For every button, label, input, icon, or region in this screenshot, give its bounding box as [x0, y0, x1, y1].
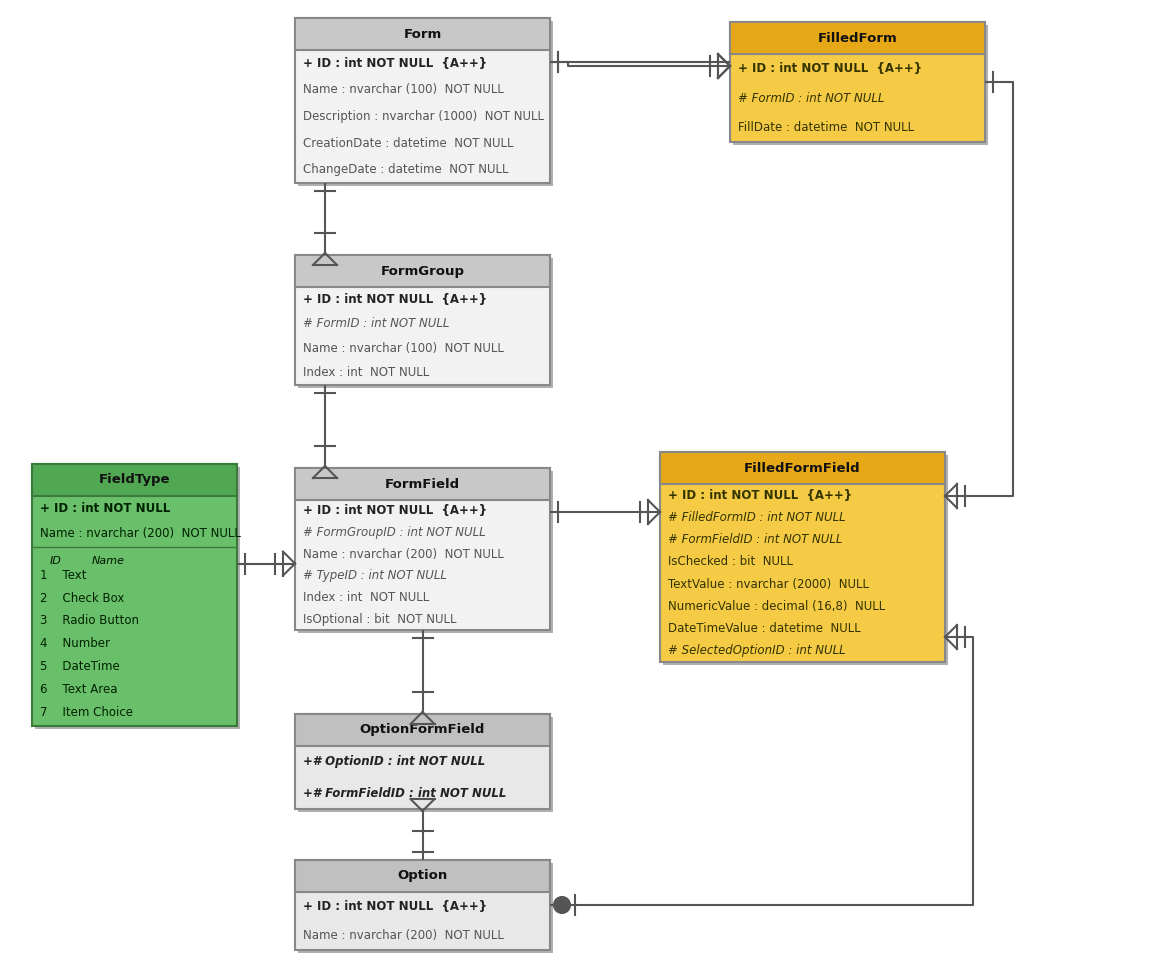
Text: Form: Form — [403, 28, 441, 40]
Bar — [295, 860, 550, 950]
Bar — [295, 714, 550, 809]
Text: CreationDate : datetime  NOT NULL: CreationDate : datetime NOT NULL — [303, 137, 514, 149]
Text: Index : int  NOT NULL: Index : int NOT NULL — [303, 591, 430, 604]
Text: + ID : int NOT NULL  {A++}: + ID : int NOT NULL {A++} — [303, 293, 487, 305]
Text: Name : nvarchar (200)  NOT NULL: Name : nvarchar (200) NOT NULL — [40, 527, 241, 541]
Bar — [295, 860, 550, 892]
Bar — [295, 468, 550, 500]
Bar — [733, 25, 988, 145]
Text: IsOptional : bit  NOT NULL: IsOptional : bit NOT NULL — [303, 612, 457, 626]
Text: OptionFormField: OptionFormField — [359, 723, 485, 737]
Bar — [295, 18, 550, 183]
Text: # FilledFormID : int NOT NULL: # FilledFormID : int NOT NULL — [667, 511, 845, 523]
Text: # SelectedOptionID : int NULL: # SelectedOptionID : int NULL — [667, 644, 845, 657]
Text: FilledFormField: FilledFormField — [745, 461, 861, 475]
Text: FormField: FormField — [385, 478, 460, 491]
Text: FormGroup: FormGroup — [381, 264, 465, 278]
Text: Name : nvarchar (100)  NOT NULL: Name : nvarchar (100) NOT NULL — [303, 83, 504, 97]
Text: +# OptionID : int NOT NULL: +# OptionID : int NOT NULL — [303, 755, 485, 768]
Text: # FormFieldID : int NOT NULL: # FormFieldID : int NOT NULL — [667, 533, 842, 546]
Bar — [297, 471, 553, 633]
Text: 7    Item Choice: 7 Item Choice — [40, 705, 133, 719]
Text: ID: ID — [50, 556, 62, 566]
Text: # FormID : int NOT NULL: # FormID : int NOT NULL — [303, 318, 450, 330]
Text: Name : nvarchar (200)  NOT NULL: Name : nvarchar (200) NOT NULL — [303, 547, 504, 561]
Text: FieldType: FieldType — [98, 474, 170, 486]
Text: Name : nvarchar (200)  NOT NULL: Name : nvarchar (200) NOT NULL — [303, 929, 504, 942]
Text: Option: Option — [397, 870, 447, 882]
Bar — [660, 452, 945, 662]
Text: +# FormFieldID : int NOT NULL: +# FormFieldID : int NOT NULL — [303, 787, 506, 800]
Text: FilledForm: FilledForm — [817, 32, 897, 44]
Text: 1    Text: 1 Text — [40, 568, 87, 582]
Bar — [32, 464, 237, 496]
Text: # FormID : int NOT NULL: # FormID : int NOT NULL — [738, 92, 884, 104]
Text: TextValue : nvarchar (2000)  NULL: TextValue : nvarchar (2000) NULL — [667, 578, 869, 590]
Bar — [295, 468, 550, 630]
Text: DateTimeValue : datetime  NULL: DateTimeValue : datetime NULL — [667, 622, 861, 635]
Bar — [35, 467, 240, 729]
Bar — [730, 22, 985, 142]
Text: + ID : int NOT NULL  {A++}: + ID : int NOT NULL {A++} — [303, 56, 487, 70]
Text: + ID : int NOT NULL  {A++}: + ID : int NOT NULL {A++} — [303, 504, 487, 518]
Text: # FormGroupID : int NOT NULL: # FormGroupID : int NOT NULL — [303, 526, 486, 539]
Bar — [295, 255, 550, 385]
Bar — [297, 717, 553, 812]
Text: Description : nvarchar (1000)  NOT NULL: Description : nvarchar (1000) NOT NULL — [303, 110, 545, 123]
Bar — [297, 258, 553, 388]
Text: Index : int  NOT NULL: Index : int NOT NULL — [303, 367, 430, 379]
Text: 2    Check Box: 2 Check Box — [40, 591, 124, 605]
Bar — [295, 255, 550, 287]
Text: IsChecked : bit  NULL: IsChecked : bit NULL — [667, 555, 793, 568]
Text: + ID : int NOT NULL  {A++}: + ID : int NOT NULL {A++} — [303, 900, 487, 913]
Circle shape — [554, 897, 570, 913]
Text: Name: Name — [93, 556, 125, 566]
Text: 6    Text Area: 6 Text Area — [40, 682, 117, 696]
Text: Name : nvarchar (100)  NOT NULL: Name : nvarchar (100) NOT NULL — [303, 342, 504, 355]
Bar — [663, 455, 949, 665]
Bar — [32, 464, 237, 726]
Text: 3    Radio Button: 3 Radio Button — [40, 614, 139, 628]
Text: NumericValue : decimal (16,8)  NULL: NumericValue : decimal (16,8) NULL — [667, 600, 885, 612]
Text: 5    DateTime: 5 DateTime — [40, 660, 119, 673]
Bar — [660, 452, 945, 484]
Bar — [297, 21, 553, 186]
Bar — [730, 22, 985, 54]
Text: + ID : int NOT NULL: + ID : int NOT NULL — [40, 502, 170, 515]
Text: ChangeDate : datetime  NOT NULL: ChangeDate : datetime NOT NULL — [303, 164, 508, 176]
Bar — [295, 714, 550, 746]
Text: + ID : int NOT NULL  {A++}: + ID : int NOT NULL {A++} — [738, 62, 922, 76]
Bar — [297, 863, 553, 953]
Bar — [295, 18, 550, 50]
Text: + ID : int NOT NULL  {A++}: + ID : int NOT NULL {A++} — [667, 489, 852, 501]
Text: 4    Number: 4 Number — [40, 637, 110, 650]
Text: # TypeID : int NOT NULL: # TypeID : int NOT NULL — [303, 569, 447, 582]
Text: FillDate : datetime  NOT NULL: FillDate : datetime NOT NULL — [738, 121, 915, 134]
